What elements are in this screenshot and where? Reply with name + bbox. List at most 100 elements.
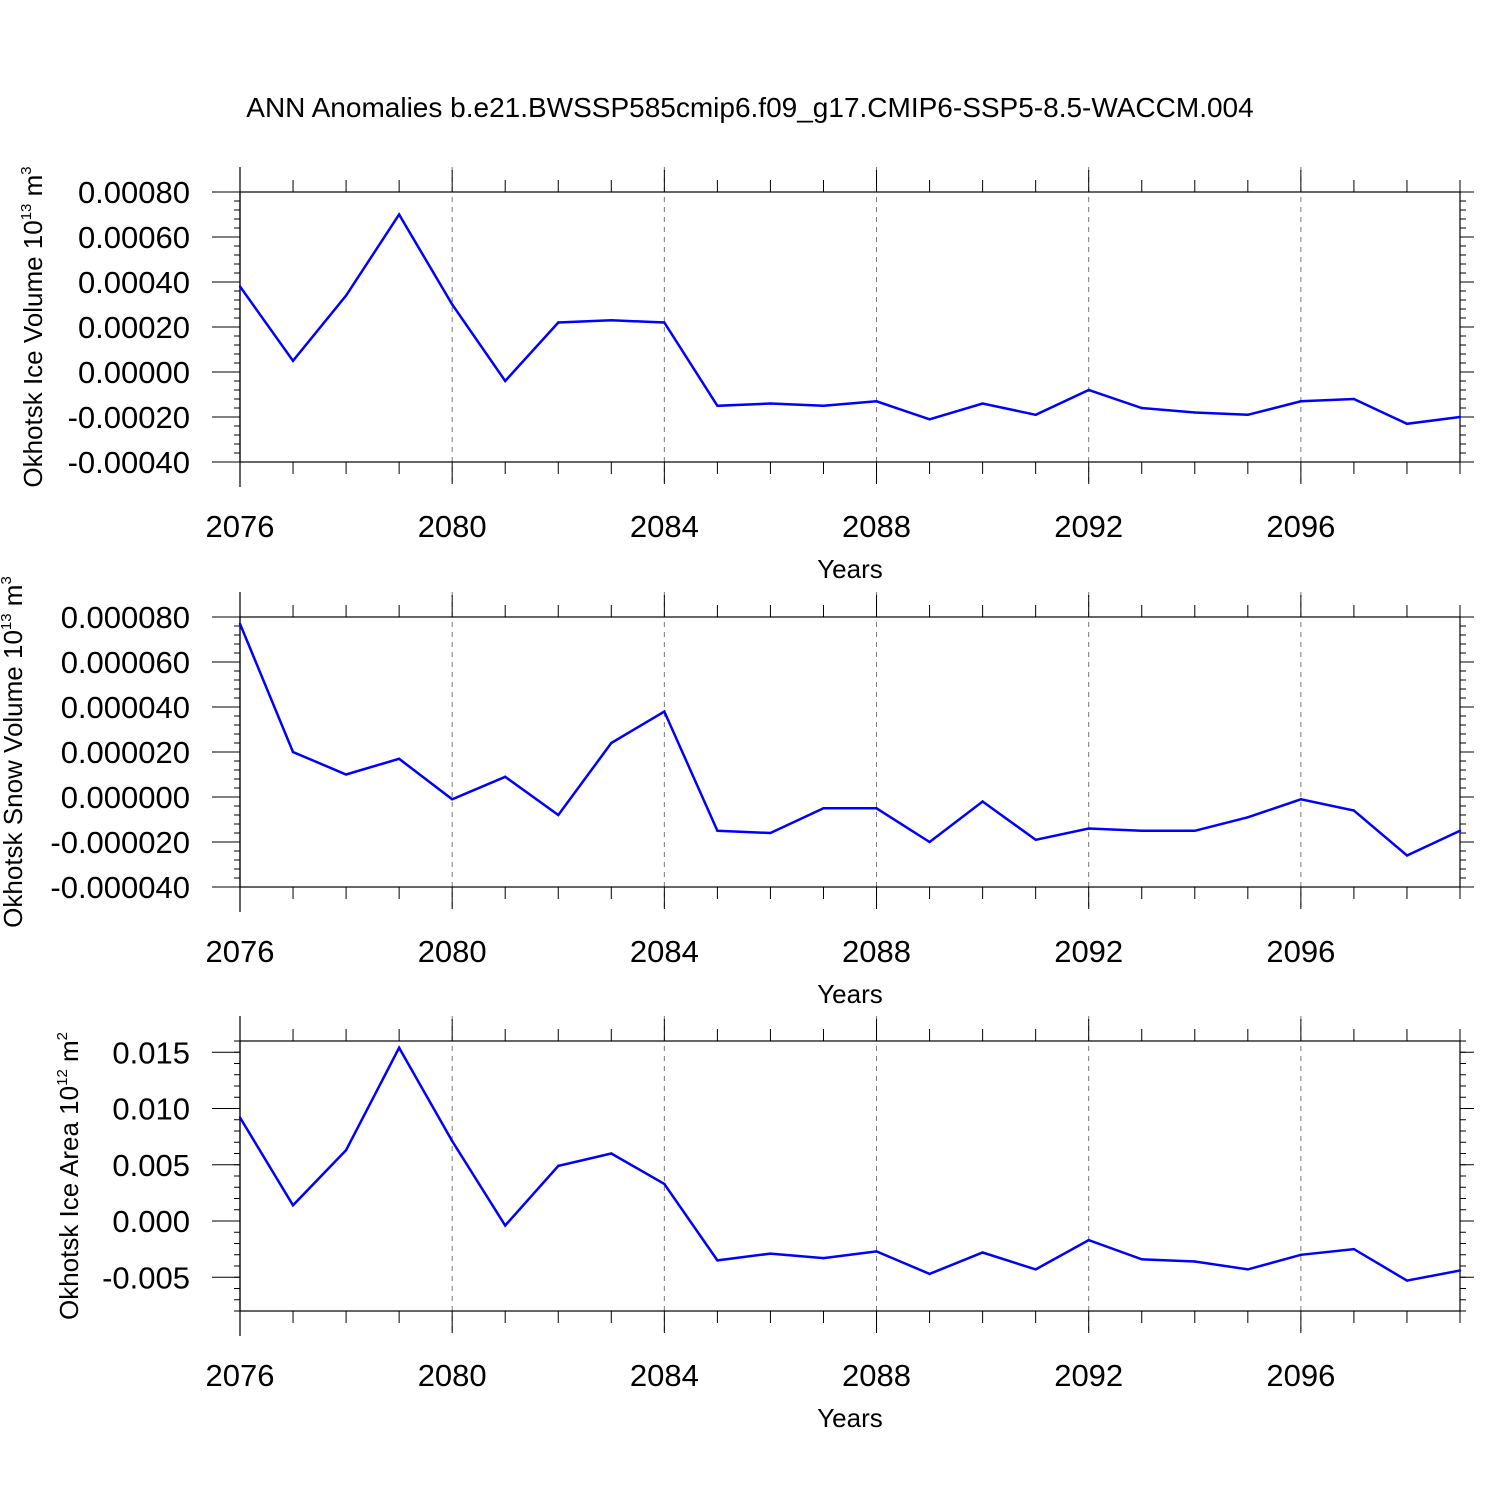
y-tick-label: 0.000080 bbox=[61, 600, 190, 635]
x-tick-label: 2088 bbox=[842, 1358, 911, 1393]
data-point bbox=[981, 402, 984, 405]
x-tick-label: 2096 bbox=[1266, 509, 1335, 544]
y-tick-label: -0.005 bbox=[102, 1260, 190, 1295]
data-point bbox=[928, 418, 931, 421]
y-tick-label: 0.00040 bbox=[78, 265, 190, 300]
chart-panel-1: -0.00040 -0.00020 0.00000 0.00020 0.00040 0.0… bbox=[18, 166, 1474, 584]
data-point bbox=[1193, 1260, 1196, 1263]
y-tick-label: 0.000040 bbox=[61, 690, 190, 725]
x-tick-label: 2096 bbox=[1266, 1358, 1335, 1393]
data-point bbox=[291, 1204, 295, 1207]
data-point bbox=[1034, 838, 1037, 841]
data-point bbox=[504, 775, 507, 778]
y-tick-label: 0.00060 bbox=[78, 220, 190, 255]
data-point bbox=[557, 1164, 560, 1168]
plot-frame bbox=[239, 191, 1461, 463]
x-tick-label: 2092 bbox=[1054, 509, 1123, 544]
data-point bbox=[981, 800, 984, 803]
data-point bbox=[769, 1252, 772, 1255]
x-tick-label: 2080 bbox=[418, 1358, 487, 1393]
data-point bbox=[875, 400, 878, 403]
data-point bbox=[397, 1046, 401, 1049]
x-axis-label: Years bbox=[817, 554, 883, 584]
data-point bbox=[663, 321, 666, 324]
data-point bbox=[1458, 1269, 1462, 1272]
data-point bbox=[716, 404, 719, 407]
data-point bbox=[238, 1116, 242, 1119]
y-tick-label: 0.015 bbox=[112, 1035, 190, 1070]
data-point bbox=[504, 1224, 507, 1227]
data-point bbox=[1352, 809, 1356, 812]
data-point bbox=[1087, 1238, 1090, 1242]
series-line bbox=[238, 623, 1461, 857]
data-point bbox=[1246, 413, 1250, 416]
data-point bbox=[344, 1148, 348, 1152]
data-point bbox=[875, 1250, 878, 1253]
data-point bbox=[610, 319, 613, 322]
data-point bbox=[1299, 798, 1303, 801]
x-tick-label: 2092 bbox=[1054, 1358, 1123, 1393]
x-tick-label: 2076 bbox=[206, 934, 275, 969]
data-point bbox=[769, 831, 772, 835]
data-point bbox=[663, 1182, 666, 1186]
data-point bbox=[1405, 854, 1409, 857]
data-point bbox=[716, 1259, 719, 1262]
data-point bbox=[291, 750, 295, 754]
y-tick-label: -0.00020 bbox=[68, 400, 190, 435]
data-point bbox=[1140, 829, 1143, 832]
chart-panel-2: -0.000040 -0.000020 0.000000 0.000020 0.0000… bbox=[0, 576, 1474, 1009]
x-tick-label: 2084 bbox=[630, 1358, 699, 1393]
data-point bbox=[1140, 406, 1143, 410]
y-axis-label: Okhotsk Ice Area 1012 m2 bbox=[54, 1032, 84, 1320]
data-point bbox=[663, 710, 666, 713]
data-point bbox=[344, 773, 348, 776]
data-point bbox=[610, 1152, 613, 1155]
data-point bbox=[1299, 1253, 1303, 1256]
x-axis-label: Years bbox=[817, 979, 883, 1009]
data-point bbox=[1087, 388, 1090, 392]
plot-frame bbox=[239, 616, 1461, 888]
x-tick-label: 2096 bbox=[1266, 934, 1335, 969]
data-point bbox=[822, 1256, 825, 1260]
data-point bbox=[928, 1272, 931, 1276]
data-point bbox=[1458, 829, 1462, 832]
data-point bbox=[1405, 1279, 1409, 1282]
x-tick-label: 2084 bbox=[630, 934, 699, 969]
x-tick-label: 2080 bbox=[418, 509, 487, 544]
y-tick-label: 0.005 bbox=[112, 1148, 190, 1183]
y-tick-label: 0.00020 bbox=[78, 310, 190, 345]
data-point bbox=[822, 404, 825, 407]
x-axis-label: Years bbox=[817, 1403, 883, 1433]
x-tick-label: 2088 bbox=[842, 509, 911, 544]
data-point bbox=[450, 1139, 454, 1143]
y-axis-label: Okhotsk Ice Volume 1013 m3 bbox=[18, 166, 48, 487]
x-tick-label: 2092 bbox=[1054, 934, 1123, 969]
data-point bbox=[397, 213, 401, 216]
x-tick-label: 2080 bbox=[418, 934, 487, 969]
y-axis-label: Okhotsk Snow Volume 1013 m3 bbox=[0, 576, 28, 928]
data-point bbox=[397, 757, 401, 760]
data-point bbox=[1193, 829, 1196, 832]
y-tick-label: 0.00000 bbox=[78, 355, 190, 390]
data-point bbox=[928, 840, 931, 844]
y-tick-label: -0.000020 bbox=[50, 825, 190, 860]
data-point bbox=[344, 294, 348, 297]
data-point bbox=[1193, 411, 1196, 414]
series-line bbox=[238, 212, 1461, 426]
data-point bbox=[1087, 827, 1090, 830]
data-point bbox=[769, 402, 772, 405]
data-point bbox=[557, 321, 560, 324]
y-tick-label: 0.000060 bbox=[61, 645, 190, 680]
series-line bbox=[238, 1045, 1461, 1282]
data-point bbox=[450, 303, 454, 306]
y-tick-label: 0.000000 bbox=[61, 780, 190, 815]
plot-frame bbox=[239, 1040, 1461, 1312]
x-tick-label: 2084 bbox=[630, 509, 699, 544]
figure-title: ANN Anomalies b.e21.BWSSP585cmip6.f09_g1… bbox=[246, 92, 1253, 123]
data-point bbox=[1034, 413, 1037, 416]
data-point bbox=[610, 741, 613, 745]
y-tick-label: 0.000 bbox=[112, 1204, 190, 1239]
data-point bbox=[238, 622, 242, 625]
